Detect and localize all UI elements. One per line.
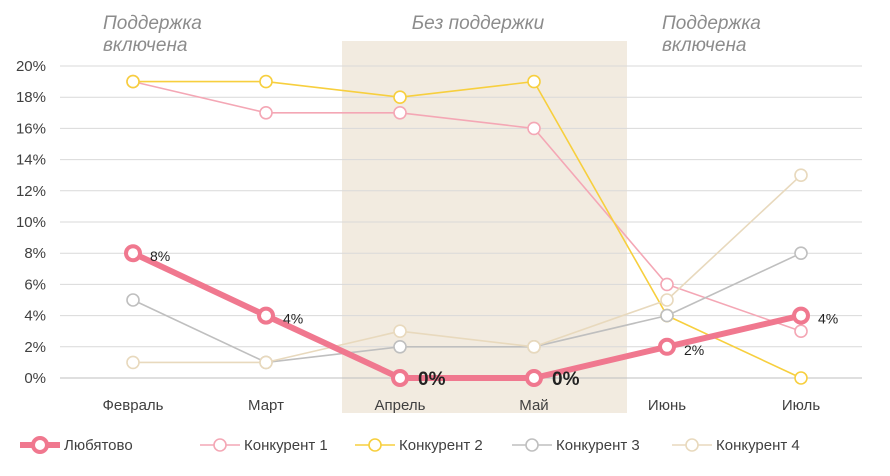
data-point bbox=[259, 106, 273, 120]
y-tick-label: 8% bbox=[24, 245, 46, 262]
series-line bbox=[131, 250, 802, 381]
legend-entry-3: Конкурент 2 bbox=[355, 437, 483, 454]
data-point bbox=[257, 306, 275, 325]
y-tick-label: 16% bbox=[16, 120, 46, 137]
series-layer bbox=[124, 74, 810, 387]
x-tick-label: Февраль bbox=[103, 397, 164, 414]
data-point bbox=[658, 337, 676, 356]
tick-labels-layer: 0% 2% 4% 6% 8% 10% 12% 14% 16% 18% 20% Февраль Март А… bbox=[16, 58, 820, 414]
series-line bbox=[133, 174, 802, 364]
legend-marker bbox=[525, 438, 539, 452]
series-1 bbox=[124, 244, 810, 387]
legend-marker bbox=[368, 438, 382, 452]
series-line bbox=[132, 252, 802, 364]
region-label-1-line-1: Без поддержки bbox=[412, 13, 545, 34]
y-tick-label: 14% bbox=[16, 152, 46, 169]
data-point bbox=[259, 74, 273, 89]
region-label-2-line-2: включена bbox=[662, 35, 746, 56]
legend-marker bbox=[213, 438, 227, 452]
x-tick-label: Июль bbox=[782, 397, 820, 414]
x-tick-label: Март bbox=[248, 397, 284, 414]
x-tick-label: Май bbox=[519, 397, 548, 414]
data-point bbox=[794, 371, 808, 385]
series-line bbox=[133, 80, 802, 379]
no-support-shaded-region bbox=[342, 41, 627, 413]
legend-marker bbox=[31, 436, 49, 454]
data-point bbox=[527, 74, 541, 89]
data-point bbox=[259, 355, 273, 370]
region-label-2-line-1: Поддержка bbox=[662, 13, 761, 34]
legend-marker bbox=[685, 438, 699, 452]
data-point bbox=[527, 339, 541, 354]
data-label: 8% bbox=[150, 248, 170, 264]
legend-label: Конкурент 2 bbox=[399, 437, 483, 454]
data-point bbox=[660, 277, 674, 292]
y-tick-label: 18% bbox=[16, 89, 46, 106]
y-tick-label: 10% bbox=[16, 214, 46, 231]
legend-label: Конкурент 4 bbox=[716, 437, 800, 454]
data-label: 0% bbox=[418, 369, 446, 390]
y-tick-label: 0% bbox=[24, 370, 46, 387]
legend-label: Конкурент 1 bbox=[244, 437, 328, 454]
region-label-0-line-1: Поддержка bbox=[103, 13, 202, 34]
data-point bbox=[660, 293, 674, 307]
y-tick-label: 4% bbox=[24, 308, 46, 325]
series-5 bbox=[126, 168, 808, 370]
y-tick-label: 20% bbox=[16, 58, 46, 75]
data-point bbox=[393, 90, 407, 104]
data-point bbox=[527, 121, 541, 136]
data-point bbox=[391, 369, 409, 387]
data-point bbox=[525, 369, 543, 387]
data-point bbox=[126, 355, 140, 370]
legend-label: Конкурент 3 bbox=[556, 437, 640, 454]
series-2 bbox=[126, 74, 808, 339]
y-tick-label: 12% bbox=[16, 183, 46, 200]
region-label-0-line-2: включена bbox=[103, 35, 187, 56]
legend-entry-2: Конкурент 1 bbox=[200, 437, 328, 454]
legend-entry-4: Конкурент 3 bbox=[512, 437, 640, 454]
x-tick-label: Июнь bbox=[648, 397, 686, 414]
data-point bbox=[393, 339, 407, 354]
data-point bbox=[792, 306, 810, 325]
data-point bbox=[393, 106, 407, 120]
data-point bbox=[124, 244, 142, 263]
data-labels-layer: 8% 4% 0% 0% 2% 4% bbox=[150, 248, 838, 390]
y-tick-label: 2% bbox=[24, 339, 46, 356]
x-tick-label: Апрель bbox=[375, 397, 426, 414]
data-point bbox=[126, 293, 140, 307]
data-label: 2% bbox=[684, 342, 704, 358]
legend: Любятово Конкурент 1 Конкурент 2 Конкурент … bbox=[20, 436, 800, 454]
data-label: 4% bbox=[283, 311, 303, 327]
data-point bbox=[660, 308, 674, 323]
data-point bbox=[794, 246, 808, 260]
data-label: 4% bbox=[818, 311, 838, 327]
data-point bbox=[794, 168, 808, 182]
data-point bbox=[794, 324, 808, 339]
data-point bbox=[126, 74, 140, 89]
legend-label: Любятово bbox=[64, 437, 133, 454]
series-line bbox=[132, 80, 802, 332]
y-tick-label: 6% bbox=[24, 276, 46, 293]
data-label: 0% bbox=[552, 369, 580, 390]
legend-entry-1: Любятово bbox=[20, 436, 133, 454]
data-point bbox=[393, 324, 407, 339]
legend-entry-5: Конкурент 4 bbox=[672, 437, 800, 454]
